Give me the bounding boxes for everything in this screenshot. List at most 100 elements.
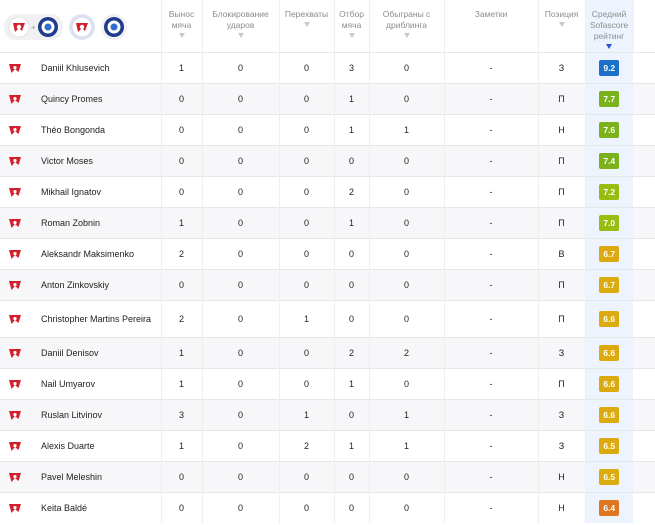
stat-notes: - (444, 430, 539, 461)
player-name[interactable]: Théo Bongonda (30, 114, 162, 145)
table-row[interactable]: Daniil Khlusevich 1 0 0 3 0- З 9.2 (0, 52, 655, 83)
row-spacer (633, 492, 655, 523)
rating-cell: 7.2 (585, 176, 634, 207)
spartak-logo-icon (9, 410, 21, 420)
row-spacer (633, 145, 655, 176)
stat-notes: - (444, 207, 539, 238)
player-name[interactable]: Keita Baldé (30, 492, 162, 523)
player-name[interactable]: Pavel Meleshin (30, 461, 162, 492)
player-name[interactable]: Anton Zinkovskiy (30, 269, 162, 300)
team-logo-cell (0, 399, 30, 430)
orenburg-icon (37, 17, 58, 37)
stat-dribbled-past: 1 (369, 399, 445, 430)
player-name[interactable]: Alexis Duarte (30, 430, 162, 461)
table-row[interactable]: Mikhail Ignatov 0 0 0 2 0- П 7.2 (0, 176, 655, 207)
spartak-logo-icon (9, 348, 21, 358)
team-logo-cell (0, 145, 30, 176)
spartak-logo-icon (9, 63, 21, 73)
stat-notes: - (444, 461, 539, 492)
player-name[interactable]: Nail Umyarov (30, 368, 162, 399)
stat-dribbled-past: 0 (369, 83, 445, 114)
column-header-notes[interactable]: Заметки (444, 0, 539, 52)
column-header-position[interactable]: Позиция (538, 0, 586, 52)
spartak-logo-icon (9, 314, 21, 324)
column-header-dribbled-past[interactable]: Обыграны с дриблинга (369, 0, 445, 52)
stat-dribbled-past: 1 (369, 430, 445, 461)
stat-blocked-shots: 0 (202, 399, 280, 430)
stat-dribbled-past: 0 (369, 461, 445, 492)
orenburg-filter[interactable] (101, 14, 128, 40)
stat-dribbled-past: 1 (369, 114, 445, 145)
column-header-interceptions[interactable]: Перехваты (279, 0, 335, 52)
column-header-tackles[interactable]: Отбор мяча (334, 0, 370, 52)
column-header-blocked-shots[interactable]: Блокирование ударов (202, 0, 280, 52)
team-logo-cell (0, 269, 30, 300)
spartak-logo-icon (9, 441, 21, 451)
table-row[interactable]: Keita Baldé 0 0 0 0 0- Н 6.4 (0, 492, 655, 523)
stat-dribbled-past: 2 (369, 337, 445, 368)
row-spacer (633, 207, 655, 238)
table-row[interactable]: Aleksandr Maksimenko 2 0 0 0 0- В 6.7 (0, 238, 655, 269)
table-row[interactable]: Nail Umyarov 1 0 0 1 0- П 6.6 (0, 368, 655, 399)
table-row[interactable]: Anton Zinkovskiy 0 0 0 0 0- П 6.7 (0, 269, 655, 300)
stat-tackles: 0 (334, 461, 370, 492)
stat-blocked-shots: 0 (202, 368, 280, 399)
both-teams-filter[interactable]: + (4, 14, 63, 40)
stat-clearances: 0 (161, 461, 203, 492)
table-row[interactable]: Quincy Promes 0 0 0 1 0- П 7.7 (0, 83, 655, 114)
stat-blocked-shots: 0 (202, 114, 280, 145)
stat-interceptions: 0 (279, 207, 335, 238)
stat-notes: - (444, 368, 539, 399)
player-name[interactable]: Quincy Promes (30, 83, 162, 114)
player-name[interactable]: Mikhail Ignatov (30, 176, 162, 207)
row-spacer (633, 83, 655, 114)
stat-clearances: 2 (161, 300, 203, 337)
rating-cell: 6.7 (585, 269, 634, 300)
table-row[interactable]: Christopher Martins Pereira 2 0 1 0 0- П 6.6 (0, 300, 655, 337)
column-header-rating[interactable]: Средний Sofascore рейтинг (585, 0, 634, 52)
table-row[interactable]: Victor Moses 0 0 0 0 0- П 7.4 (0, 145, 655, 176)
row-spacer (633, 52, 655, 83)
stat-tackles: 2 (334, 176, 370, 207)
player-name[interactable]: Daniil Khlusevich (30, 52, 162, 83)
stat-blocked-shots: 0 (202, 238, 280, 269)
player-name[interactable]: Daniil Denisov (30, 337, 162, 368)
stat-blocked-shots: 0 (202, 145, 280, 176)
stat-dribbled-past: 0 (369, 492, 445, 523)
stat-tackles: 1 (334, 114, 370, 145)
stat-clearances: 0 (161, 492, 203, 523)
column-header-clearances[interactable]: Вынос мяча (161, 0, 203, 52)
stat-position: Н (538, 461, 586, 492)
spartak-filter[interactable] (69, 14, 96, 40)
stat-notes: - (444, 238, 539, 269)
table-row[interactable]: Alexis Duarte 1 0 2 1 1- З 6.5 (0, 430, 655, 461)
row-spacer (633, 461, 655, 492)
table-row[interactable]: Pavel Meleshin 0 0 0 0 0- Н 6.5 (0, 461, 655, 492)
stat-blocked-shots: 0 (202, 207, 280, 238)
player-name[interactable]: Ruslan Litvinov (30, 399, 162, 430)
row-spacer (633, 300, 655, 337)
row-spacer (633, 176, 655, 207)
rating-cell: 6.6 (585, 337, 634, 368)
spartak-logo-icon (9, 156, 21, 166)
stat-dribbled-past: 0 (369, 300, 445, 337)
player-name[interactable]: Aleksandr Maksimenko (30, 238, 162, 269)
player-name[interactable]: Roman Zobnin (30, 207, 162, 238)
spartak-icon (8, 16, 30, 38)
rating-badge: 6.6 (599, 375, 620, 392)
stat-position: З (538, 337, 586, 368)
player-name[interactable]: Victor Moses (30, 145, 162, 176)
stat-blocked-shots: 0 (202, 461, 280, 492)
spartak-logo-icon (9, 218, 21, 228)
table-row[interactable]: Roman Zobnin 1 0 0 1 0- П 7.0 (0, 207, 655, 238)
stat-interceptions: 0 (279, 269, 335, 300)
table-row[interactable]: Daniil Denisov 1 0 0 2 2- З 6.6 (0, 337, 655, 368)
rating-badge: 6.4 (599, 499, 620, 516)
table-row[interactable]: Théo Bongonda 0 0 0 1 1- Н 7.6 (0, 114, 655, 145)
stat-clearances: 0 (161, 269, 203, 300)
stat-position: П (538, 368, 586, 399)
stat-notes: - (444, 492, 539, 523)
table-row[interactable]: Ruslan Litvinov 3 0 1 0 1- З 6.6 (0, 399, 655, 430)
player-name[interactable]: Christopher Martins Pereira (30, 300, 162, 337)
team-logo-cell (0, 337, 30, 368)
